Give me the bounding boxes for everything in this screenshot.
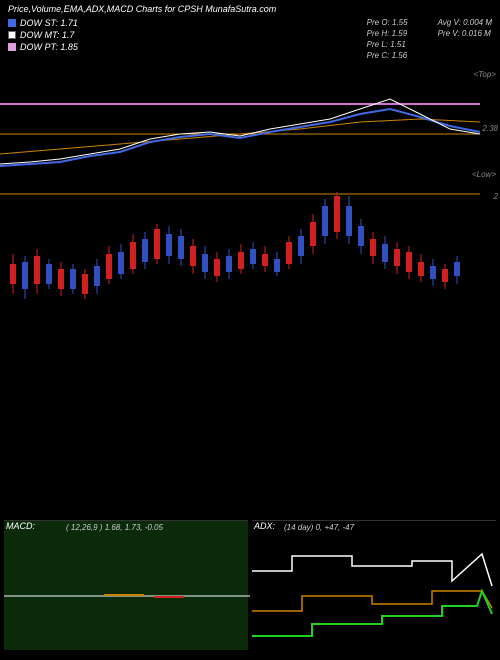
legend-dow-pt: DOW PT: 1.85: [8, 42, 78, 52]
legend-ohlc: Pre O: 1.55 Pre H: 1.59 Pre L: 1.51 Pre …: [367, 18, 492, 60]
candlestick-chart: <Low> 2: [0, 184, 500, 324]
legend-dow-pt-label: DOW PT: 1.85: [20, 42, 78, 52]
macd-panel: MACD: ( 12,26,9 ) 1.68, 1.73, -0.05: [4, 520, 248, 650]
adx-panel: ADX: (14 day) 0, +47, -47: [252, 520, 496, 650]
swatch-dow-pt: [8, 43, 16, 51]
pre-o-label: Pre O: 1.55: [367, 18, 408, 27]
macd-subtitle: ( 12,26,9 ) 1.68, 1.73, -0.05: [66, 523, 163, 532]
pre-l-label: Pre L: 1.51: [367, 40, 408, 49]
legend-indicators: DOW ST: 1.71 DOW MT: 1.7 DOW PT: 1.85: [8, 18, 78, 60]
top-edge-label: <Top>: [474, 70, 496, 79]
swatch-dow-st: [8, 19, 16, 27]
candle-axis-label: 2: [494, 192, 498, 201]
legend-dow-st: DOW ST: 1.71: [8, 18, 78, 28]
low-edge-label: <Low>: [472, 170, 496, 179]
price-axis-label: 2.38: [482, 124, 498, 133]
pre-v-label: Pre V: 0.016 M: [438, 29, 492, 38]
legend-dow-mt: DOW MT: 1.7: [8, 30, 78, 40]
legend-dow-mt-label: DOW MT: 1.7: [20, 30, 74, 40]
pre-c-label: Pre C: 1.56: [367, 51, 408, 60]
macd-title: MACD:: [4, 519, 37, 533]
pre-h-label: Pre H: 1.59: [367, 29, 408, 38]
swatch-dow-mt: [8, 31, 16, 39]
avg-v-label: Avg V: 0.004 M: [438, 18, 492, 27]
adx-title: ADX:: [252, 519, 277, 533]
legend-dow-st-label: DOW ST: 1.71: [20, 18, 78, 28]
adx-subtitle: (14 day) 0, +47, -47: [284, 523, 354, 532]
page-title: Price,Volume,EMA,ADX,MACD Charts for CPS…: [8, 4, 492, 14]
price-line-chart: <Top> 2.38: [0, 84, 500, 174]
